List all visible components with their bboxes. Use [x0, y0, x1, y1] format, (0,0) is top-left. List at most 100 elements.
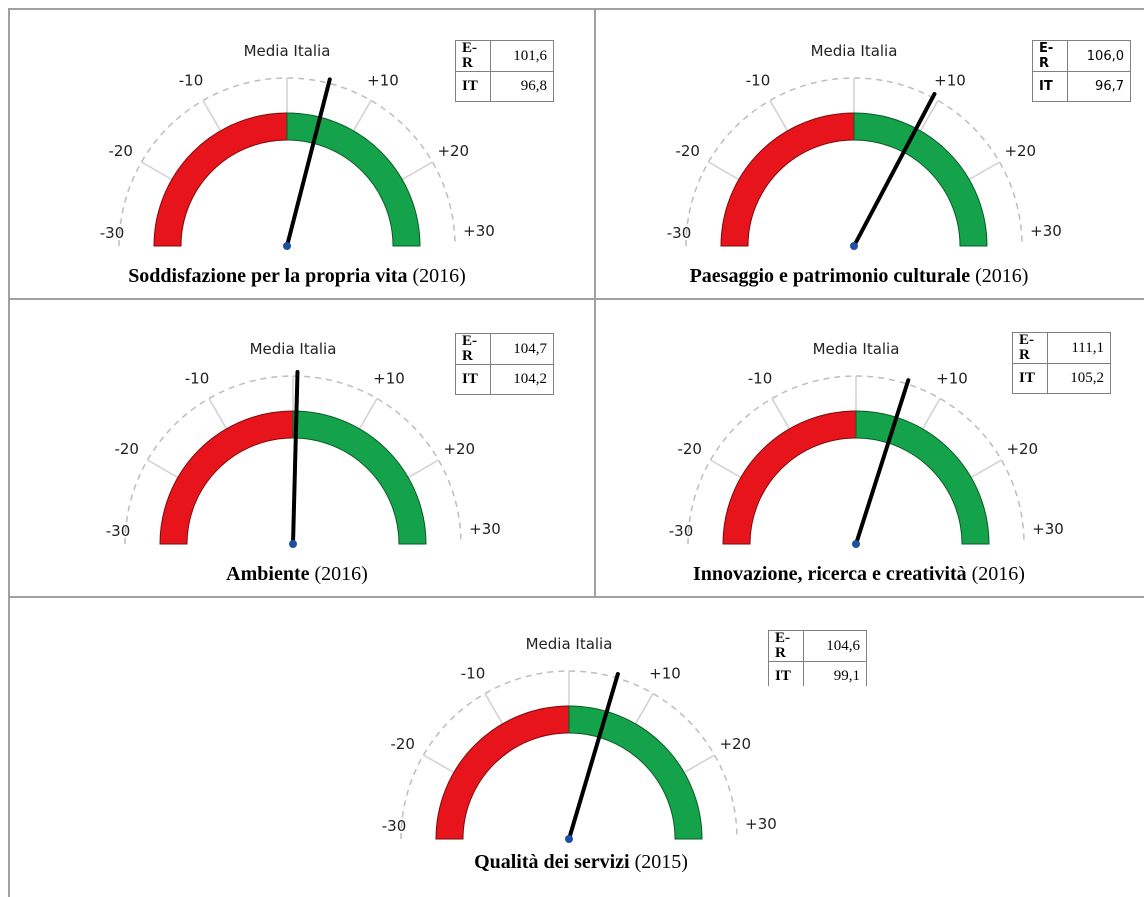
gauge-needle	[852, 91, 937, 248]
row-label: IT	[455, 71, 491, 102]
tick-line	[407, 459, 439, 479]
panel-caption: Innovazione, ricerca e creatività (2016)	[574, 563, 1144, 586]
tick-label-minus30: -30	[669, 522, 694, 540]
needle-pivot	[852, 540, 860, 548]
tick-label-minus10: -10	[748, 370, 773, 388]
panel-year: (2016)	[975, 265, 1029, 287]
tick-line	[921, 398, 941, 430]
tick-label-plus20: +20	[437, 142, 469, 160]
tick-label-minus20: -20	[675, 142, 700, 160]
value-table: E-R 104,6 IT 99,1	[768, 630, 867, 686]
row-value: 99,1	[803, 661, 867, 686]
tick-label-minus20: -20	[114, 440, 139, 458]
tick-label-center: Media Italia	[526, 635, 613, 653]
row-value: 104,6	[803, 630, 867, 662]
tick-label-minus30: -30	[106, 522, 131, 540]
tick-line	[423, 754, 455, 774]
panel-year: (2016)	[314, 563, 368, 585]
panel-title: Ambiente	[226, 563, 310, 585]
grid-top-border	[8, 8, 1144, 10]
tick-label-minus20: -20	[677, 440, 702, 458]
value-table-clip: E-R 104,6 IT 99,1	[768, 630, 888, 686]
table-row-er: E-R 104,6	[768, 630, 867, 662]
gauge-chart: -30 -20 -10 Media Italia +10 +20 +30	[667, 42, 1062, 250]
table-row-er: E-R 101,6	[455, 40, 554, 72]
tick-label-plus20: +20	[1006, 440, 1038, 458]
gauge-panel-qualita: -30 -20 -10 Media Italia +10 +20 +30 Qualità d…	[284, 596, 878, 897]
row-label: IT	[1032, 71, 1068, 102]
gauge-needle	[285, 77, 332, 248]
row-value: 96,8	[490, 71, 554, 102]
negative-band	[722, 410, 857, 545]
gauge-needle	[567, 672, 620, 841]
tick-label-plus10: +10	[934, 72, 966, 90]
panel-caption: Soddisfazione per la propria vita (2016)	[0, 265, 594, 288]
needle-pivot	[289, 540, 297, 548]
panel-title: Soddisfazione per la propria vita	[128, 265, 408, 287]
tick-line	[208, 398, 228, 430]
tick-label-minus10: -10	[461, 665, 486, 683]
gauge-chart: -30 -20 -10 Media Italia +10 +20 +30	[669, 340, 1064, 548]
tick-label-center: Media Italia	[813, 340, 900, 358]
tick-line	[401, 161, 433, 181]
tick-label-center: Media Italia	[250, 340, 337, 358]
row-value: 104,2	[490, 364, 554, 395]
positive-band	[286, 112, 421, 247]
tick-line	[970, 459, 1002, 479]
row-value: 96,7	[1067, 71, 1131, 102]
tick-label-minus30: -30	[667, 224, 692, 242]
gauge-panel-ambiente: -30 -20 -10 Media Italia +10 +20 +30 Ambiente …	[0, 298, 594, 596]
panel-caption: Ambiente (2016)	[0, 563, 594, 586]
tick-label-plus30: +30	[469, 520, 501, 538]
tick-line	[769, 100, 789, 132]
value-table: E-R 101,6 IT 96,8	[455, 40, 554, 102]
grid-left-border	[8, 8, 10, 897]
gauge-needle	[291, 370, 300, 546]
tick-label-plus10: +10	[649, 665, 681, 683]
row-label: E-R	[455, 40, 491, 72]
tick-label-plus20: +20	[1004, 142, 1036, 160]
tick-line	[919, 100, 939, 132]
gauge-needle	[854, 378, 911, 546]
negative-band	[159, 410, 294, 545]
row-label: E-R	[768, 630, 804, 662]
scale-arc	[118, 77, 456, 247]
table-row-it: IT 105,2	[1012, 363, 1111, 394]
panel-title: Innovazione, ricerca e creatività	[693, 563, 967, 585]
row-value: 105,2	[1047, 363, 1111, 394]
tick-label-minus10: -10	[185, 370, 210, 388]
tick-label-plus10: +10	[936, 370, 968, 388]
tick-line	[141, 161, 173, 181]
table-row-er: E-R 106,0	[1032, 40, 1131, 72]
positive-band	[853, 112, 988, 247]
tick-label-minus30: -30	[382, 817, 407, 835]
negative-band	[153, 112, 288, 247]
grid-row-divider-2	[8, 596, 1144, 598]
gauge-panel-innovazione: -30 -20 -10 Media Italia +10 +20 +30 Innovazio…	[574, 298, 1144, 596]
table-row-er: E-R 111,1	[1012, 332, 1111, 364]
needle-pivot	[283, 242, 291, 250]
tick-label-minus20: -20	[108, 142, 133, 160]
tick-label-plus30: +30	[745, 815, 777, 833]
table-row-er: E-R 104,7	[455, 333, 554, 365]
tick-label-plus20: +20	[443, 440, 475, 458]
value-table-clip: E-R 106,0 IT 96,7	[1032, 40, 1144, 114]
row-label: IT	[768, 661, 804, 686]
row-value: 101,6	[490, 40, 554, 72]
value-table: E-R 104,7 IT 104,2	[455, 333, 554, 395]
tick-line	[683, 754, 715, 774]
row-value: 111,1	[1047, 332, 1111, 364]
tick-label-plus30: +30	[463, 222, 495, 240]
value-table: E-R 111,1 IT 105,2	[1012, 332, 1111, 394]
panel-title: Qualità dei servizi	[474, 851, 630, 873]
panel-caption: Paesaggio e patrimonio culturale (2016)	[574, 265, 1144, 288]
row-label: E-R	[1032, 40, 1068, 72]
scale-arc	[687, 375, 1025, 545]
positive-band	[855, 410, 990, 545]
tick-line	[358, 398, 378, 430]
panel-title: Paesaggio e patrimonio culturale	[689, 265, 971, 287]
needle-pivot	[850, 242, 858, 250]
table-row-it: IT 96,7	[1032, 71, 1131, 102]
needle-pivot	[565, 835, 573, 843]
tick-line	[708, 161, 740, 181]
